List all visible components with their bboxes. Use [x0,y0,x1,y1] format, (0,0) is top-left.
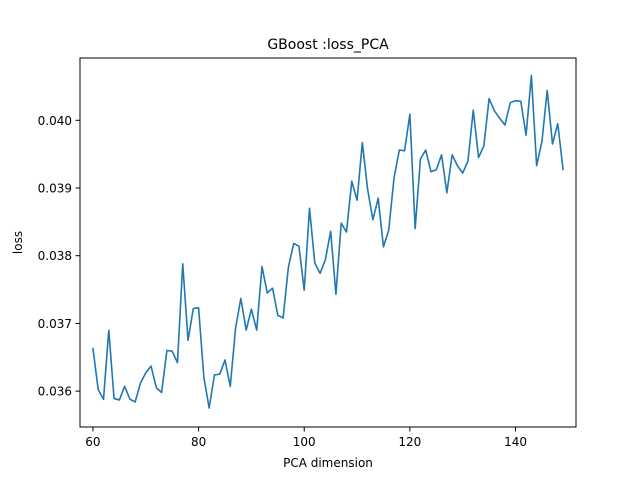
y-tick-label: 0.039 [38,181,72,195]
x-tick-label: 100 [293,435,316,449]
x-axis-label: PCA dimension [283,456,373,470]
y-tick-label: 0.037 [38,317,72,331]
y-tick-label: 0.038 [38,249,72,263]
x-tick-label: 60 [85,435,100,449]
y-axis-label: loss [11,231,25,254]
y-tick-label: 0.036 [38,385,72,399]
x-tick-label: 140 [504,435,527,449]
plot-area [92,74,564,409]
x-tick-label: 120 [398,435,421,449]
series-line [92,74,564,409]
axes-frame [79,57,577,428]
chart-title: GBoost :loss_PCA [267,37,389,53]
y-tick-label: 0.040 [38,114,72,128]
x-tick-label: 80 [191,435,206,449]
x-axis: 60 80 100 120 140 [85,427,527,449]
y-axis: 0.036 0.037 0.038 0.039 0.040 [38,114,80,399]
